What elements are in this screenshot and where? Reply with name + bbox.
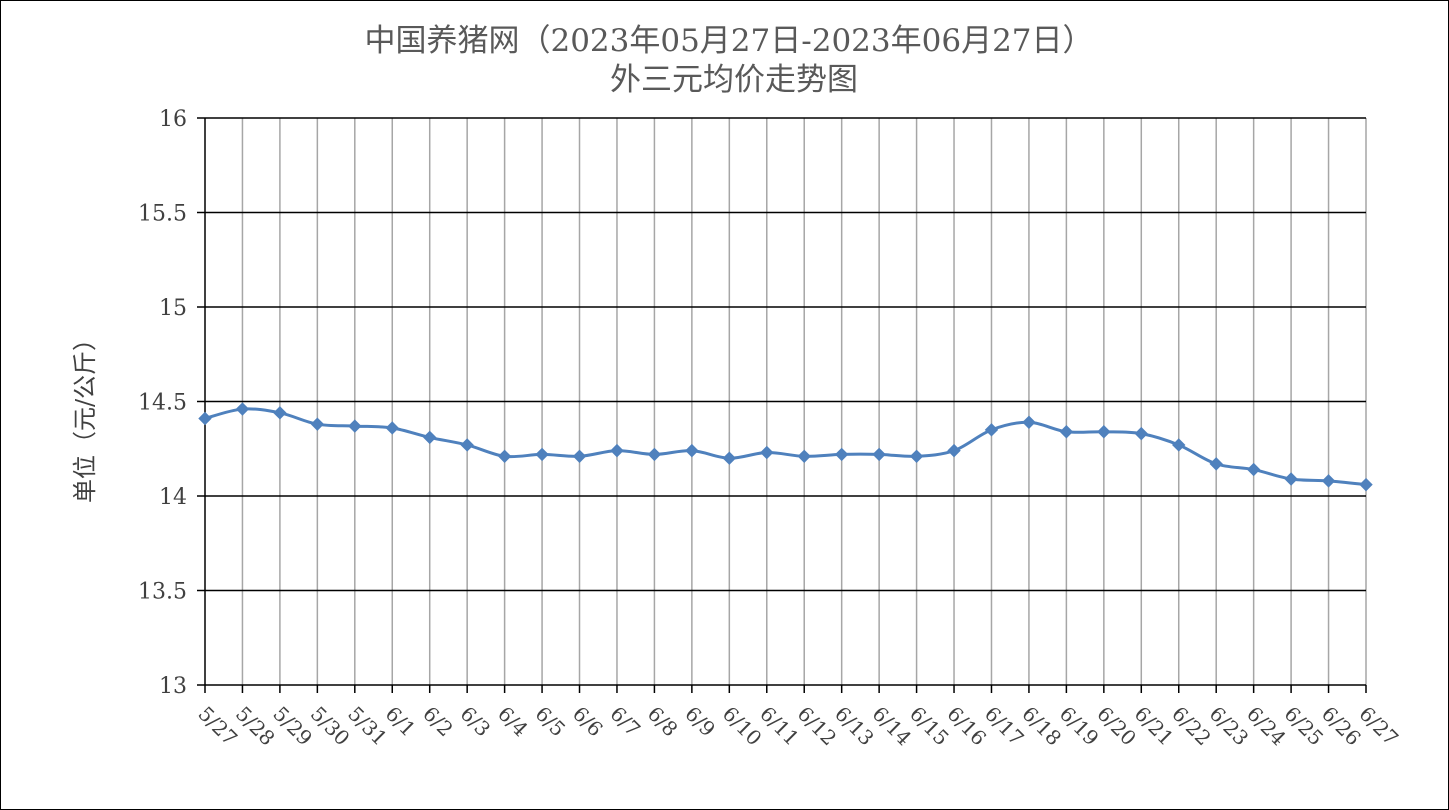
data-point xyxy=(1097,425,1111,439)
x-tick-labels: 5/275/285/295/305/316/16/26/36/46/56/66/… xyxy=(193,685,1403,750)
data-point xyxy=(423,430,437,445)
x-tick-label: 6/7 xyxy=(605,702,645,742)
series-layer xyxy=(198,402,1373,492)
data-point xyxy=(760,445,774,460)
data-point xyxy=(872,447,886,462)
data-point xyxy=(1246,462,1261,477)
x-tick-label: 6/23 xyxy=(1205,702,1254,751)
x-tick-label: 6/27 xyxy=(1354,702,1403,751)
data-point xyxy=(1172,438,1186,452)
data-point xyxy=(685,443,699,458)
x-tick-label: 6/15 xyxy=(905,702,954,751)
y-tick-label: 13 xyxy=(159,674,187,699)
x-tick-label: 6/26 xyxy=(1317,702,1366,751)
data-point xyxy=(385,421,399,435)
axes xyxy=(204,118,1366,686)
data-point xyxy=(460,438,474,452)
data-point xyxy=(273,406,287,420)
y-tick-label: 13.5 xyxy=(138,580,187,605)
x-tick-label: 6/11 xyxy=(755,702,804,751)
x-tick-label: 6/17 xyxy=(980,702,1029,751)
data-point xyxy=(1321,474,1336,488)
x-tick-label: 5/27 xyxy=(193,702,242,751)
y-tick-label: 14 xyxy=(159,485,187,510)
series-line xyxy=(204,407,1367,487)
data-point xyxy=(647,447,662,462)
data-point xyxy=(1022,415,1036,429)
data-point xyxy=(834,447,849,462)
chart-title-line2: 外三元均价走势图 xyxy=(610,62,858,98)
x-tick-label: 6/22 xyxy=(1167,702,1216,751)
y-tick-label: 14.5 xyxy=(138,391,187,416)
x-tick-label: 6/10 xyxy=(718,702,767,751)
data-point xyxy=(572,449,587,464)
x-tick-label: 6/3 xyxy=(456,702,496,742)
x-tick-label: 5/31 xyxy=(343,702,392,751)
data-point xyxy=(535,447,549,462)
x-tick-label: 6/18 xyxy=(1017,702,1066,751)
x-tick-label: 6/6 xyxy=(568,702,608,742)
x-tick-label: 6/24 xyxy=(1242,702,1291,751)
x-tick-label: 6/20 xyxy=(1092,702,1141,751)
chart-title-line1: 中国养猪网（2023年05月27日-2023年06月27日） xyxy=(364,23,1093,59)
data-point xyxy=(722,451,737,465)
data-point xyxy=(497,449,512,464)
data-point xyxy=(909,449,924,464)
x-tick-label: 6/21 xyxy=(1130,702,1179,751)
y-tick-label: 15 xyxy=(159,296,187,321)
data-point xyxy=(1059,425,1074,439)
x-tick-label: 6/4 xyxy=(493,702,533,742)
data-point xyxy=(235,402,250,416)
data-point xyxy=(797,449,811,464)
x-tick-label: 6/9 xyxy=(680,702,720,742)
x-tick-label: 6/13 xyxy=(830,702,879,751)
x-tick-label: 6/16 xyxy=(942,702,991,751)
x-tick-label: 6/25 xyxy=(1280,702,1329,751)
data-point xyxy=(610,443,624,458)
x-tick-label: 6/19 xyxy=(1055,702,1104,751)
x-tick-label: 6/8 xyxy=(643,702,683,742)
y-axis-label: 单位（元/公斤） xyxy=(71,327,99,503)
x-tick-label: 6/5 xyxy=(531,702,571,742)
data-point xyxy=(947,443,961,458)
data-point xyxy=(348,419,362,433)
y-tick-label: 15.5 xyxy=(138,202,187,227)
horizontal-gridlines xyxy=(197,117,1366,686)
x-tick-label: 5/29 xyxy=(268,702,317,751)
y-tick-label: 16 xyxy=(159,107,187,132)
x-tick-label: 6/2 xyxy=(418,702,458,742)
x-tick-label: 5/28 xyxy=(231,702,280,751)
data-point xyxy=(310,417,325,431)
data-point xyxy=(1284,472,1298,486)
data-point xyxy=(984,423,999,437)
x-tick-label: 6/12 xyxy=(793,702,842,751)
x-tick-label: 5/30 xyxy=(306,702,355,751)
data-point xyxy=(1209,457,1223,471)
data-point xyxy=(1134,426,1148,441)
y-tick-labels: 13 13.5 14 14.5 15 15.5 16 xyxy=(138,107,187,699)
data-point xyxy=(1359,477,1373,492)
x-tick-label: 6/14 xyxy=(868,702,917,751)
data-point xyxy=(198,411,212,426)
